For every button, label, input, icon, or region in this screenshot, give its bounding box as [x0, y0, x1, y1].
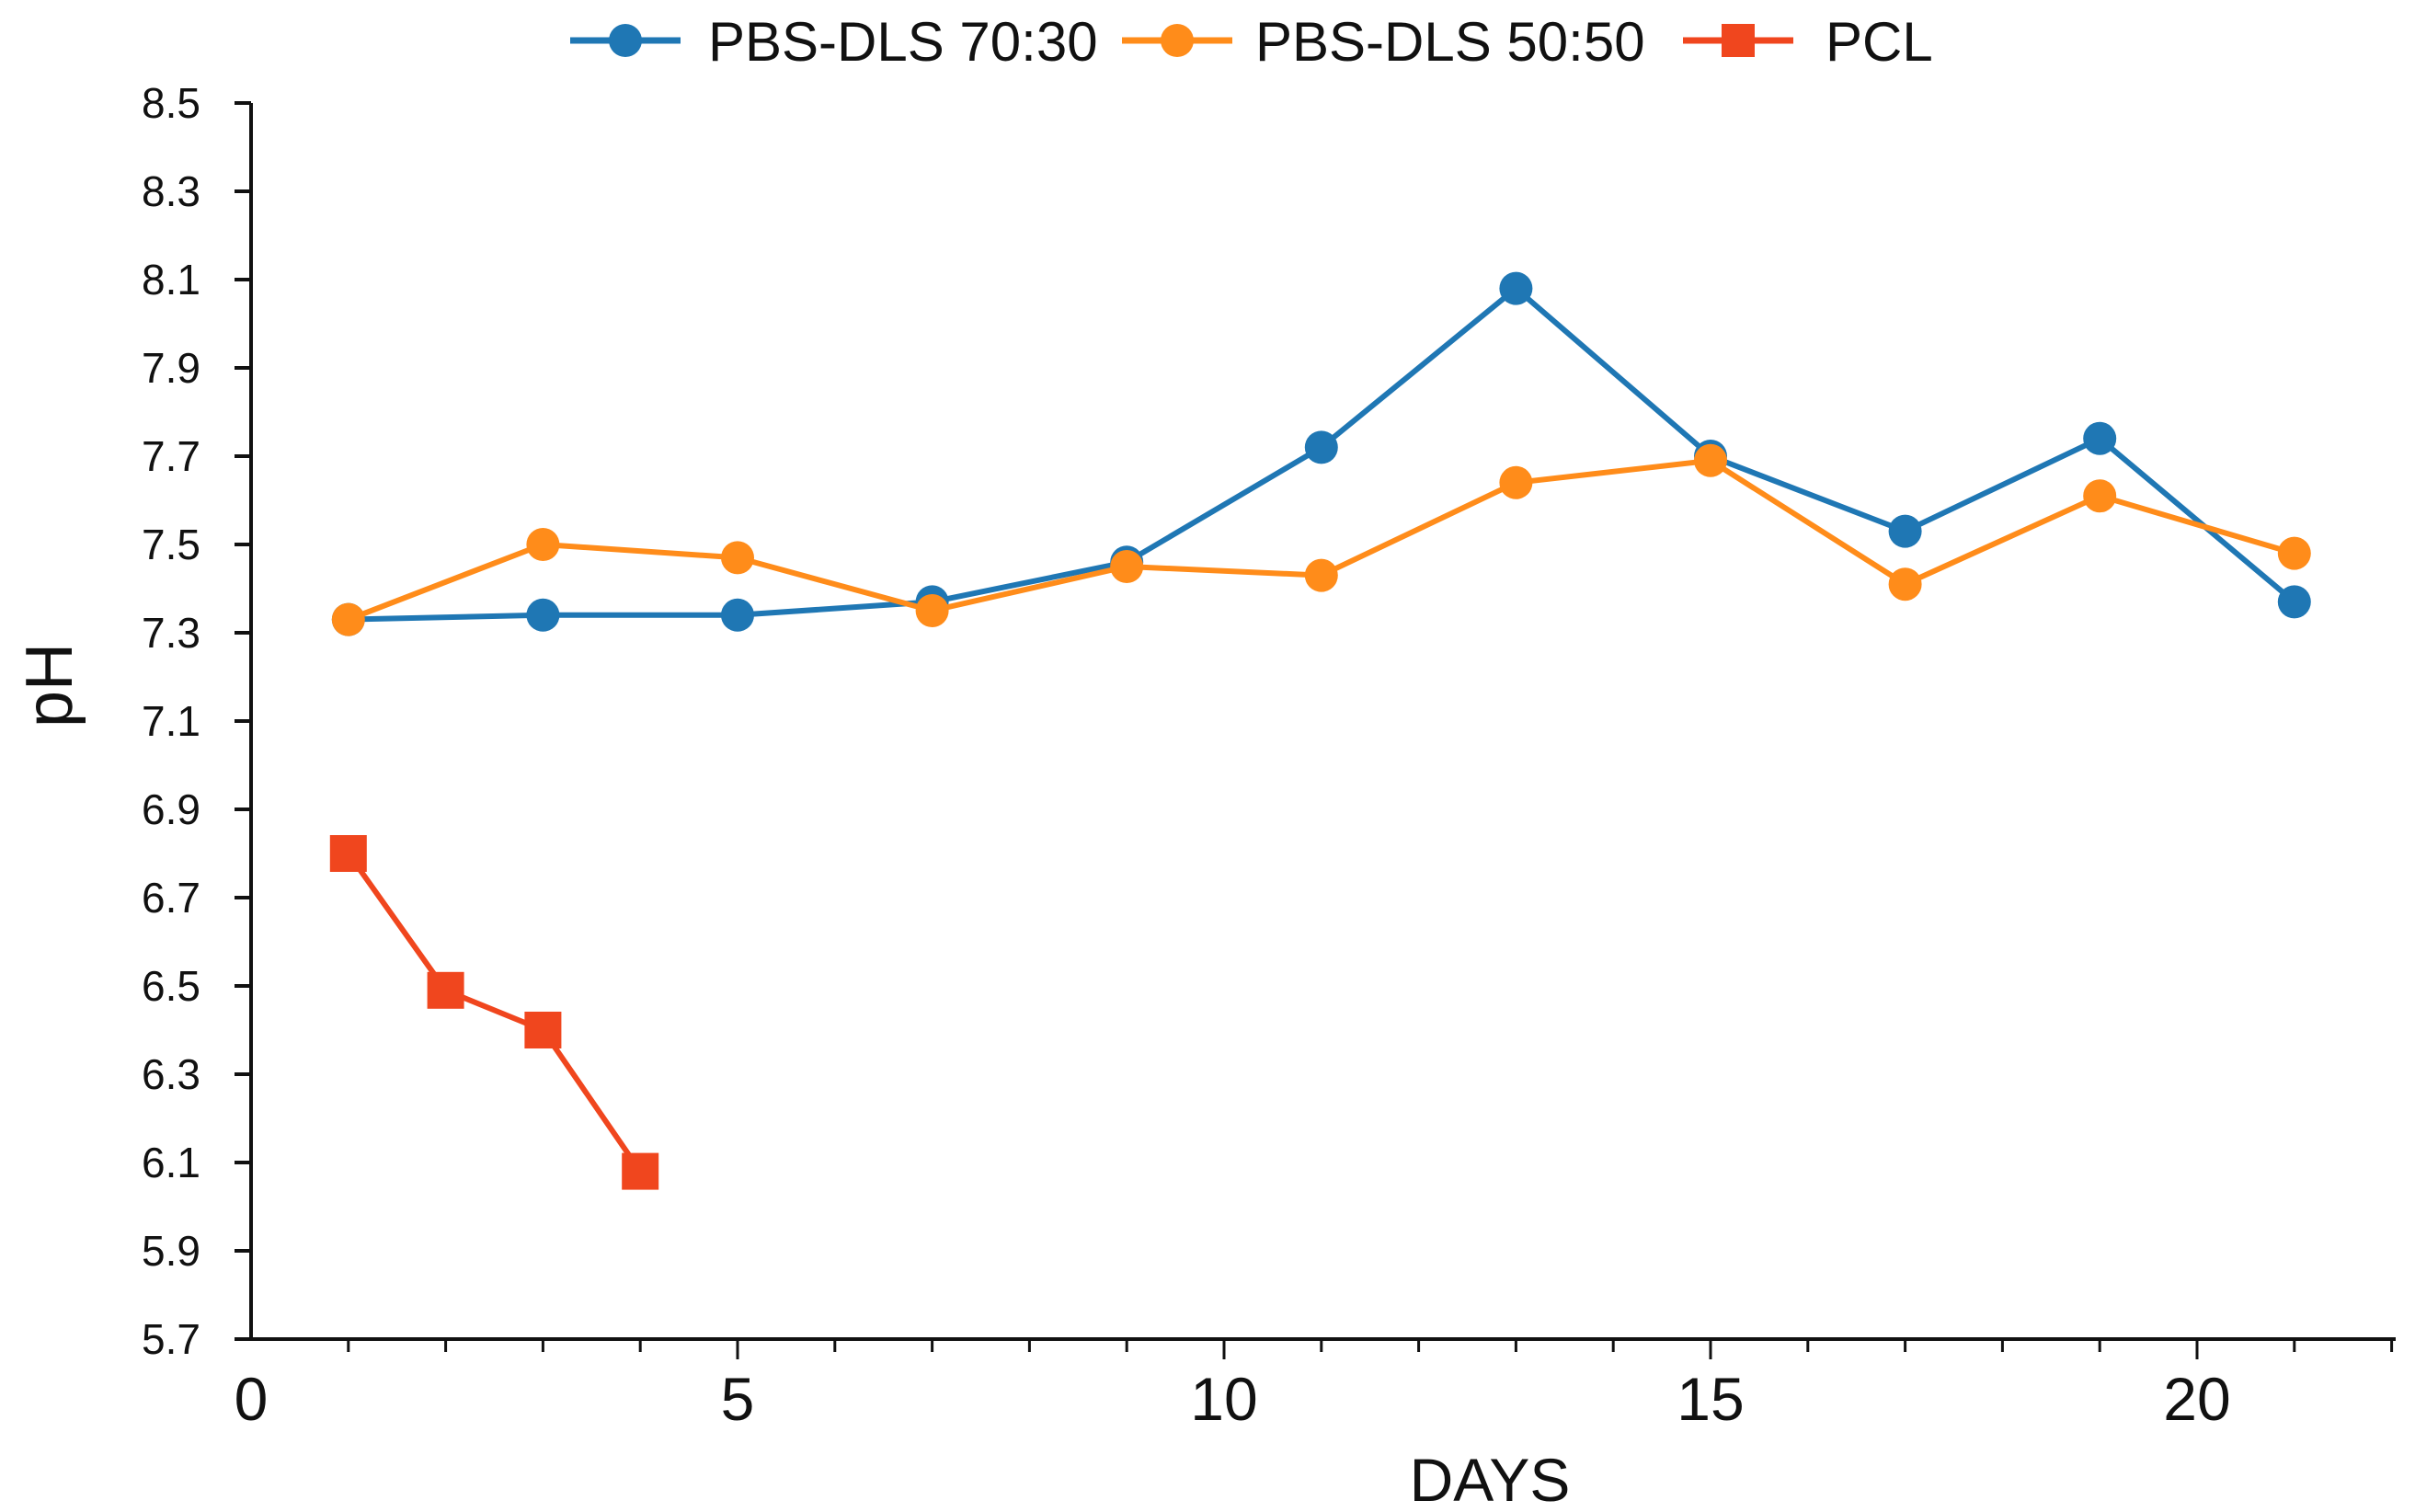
legend-item-0: PBS-DLS 70:30	[570, 11, 1098, 73]
data-point-square	[622, 1152, 659, 1190]
y-tick-label: 6.9	[142, 785, 200, 833]
legend: PBS-DLS 70:30 PBS-DLS 50:50 PCL	[570, 11, 1933, 73]
data-point-circle	[1110, 550, 1144, 583]
data-point-circle	[526, 598, 560, 632]
series-2	[329, 835, 659, 1190]
legend-label: PBS-DLS 70:30	[708, 11, 1098, 73]
y-tick-label: 6.5	[142, 962, 200, 1010]
x-axis-title: DAYS	[1410, 1446, 1571, 1512]
data-point-circle	[526, 528, 560, 561]
y-tick-label: 6.1	[142, 1139, 200, 1186]
data-point-circle	[1888, 514, 1922, 548]
x-tick-label: 5	[721, 1365, 755, 1433]
series-1	[331, 443, 2311, 636]
y-tick-label: 7.1	[142, 697, 200, 745]
series-layer	[329, 271, 2311, 1190]
legend-marker	[1161, 24, 1194, 57]
y-tick-label: 8.1	[142, 256, 200, 304]
legend-label: PCL	[1826, 11, 1933, 73]
axes: 5.7 5.9 6.1 6.3 6.5 6.7 6.9 7.1 7.3 7.5 7.7 7.9 8.1 8…	[142, 79, 2396, 1433]
data-point-circle	[2083, 421, 2117, 455]
y-tick-label: 6.7	[142, 874, 200, 922]
y-tick-label: 8.5	[142, 79, 200, 127]
legend-item-1: PBS-DLS 50:50	[1122, 11, 1645, 73]
data-point-square	[427, 971, 464, 1009]
y-tick-label: 7.5	[142, 521, 200, 568]
y-tick-label: 7.9	[142, 344, 200, 392]
data-point-circle	[1499, 271, 1533, 305]
data-point-circle	[331, 602, 365, 636]
data-point-circle	[721, 541, 754, 575]
data-point-circle	[1499, 465, 1533, 499]
x-tick-label: 10	[1190, 1365, 1257, 1433]
data-point-circle	[1304, 430, 1338, 464]
x-tick-label: 15	[1677, 1365, 1744, 1433]
data-point-circle	[1888, 567, 1922, 601]
data-point-square	[329, 835, 367, 872]
data-point-circle	[2277, 585, 2311, 619]
legend-item-2: PCL	[1683, 11, 1933, 73]
legend-marker	[609, 24, 642, 57]
x-tick-label: 20	[2163, 1365, 2230, 1433]
data-point-circle	[915, 594, 949, 627]
y-tick-label: 5.9	[142, 1227, 200, 1275]
legend-label: PBS-DLS 50:50	[1255, 11, 1645, 73]
data-point-circle	[1304, 558, 1338, 592]
y-axis-title: pH	[13, 643, 86, 727]
data-point-circle	[2277, 536, 2311, 570]
data-point-circle	[721, 598, 754, 632]
y-tick-label: 6.3	[142, 1050, 200, 1098]
data-point-circle	[1694, 443, 1727, 477]
data-point-circle	[2083, 479, 2117, 513]
x-tick-label: 0	[235, 1365, 269, 1433]
y-tick-label: 8.3	[142, 167, 200, 215]
data-point-square	[524, 1012, 562, 1048]
y-tick-label: 5.7	[142, 1315, 200, 1363]
legend-marker	[1722, 24, 1755, 57]
series-line	[346, 852, 643, 1174]
y-tick-label: 7.7	[142, 432, 200, 480]
y-tick-label: 7.3	[142, 609, 200, 657]
